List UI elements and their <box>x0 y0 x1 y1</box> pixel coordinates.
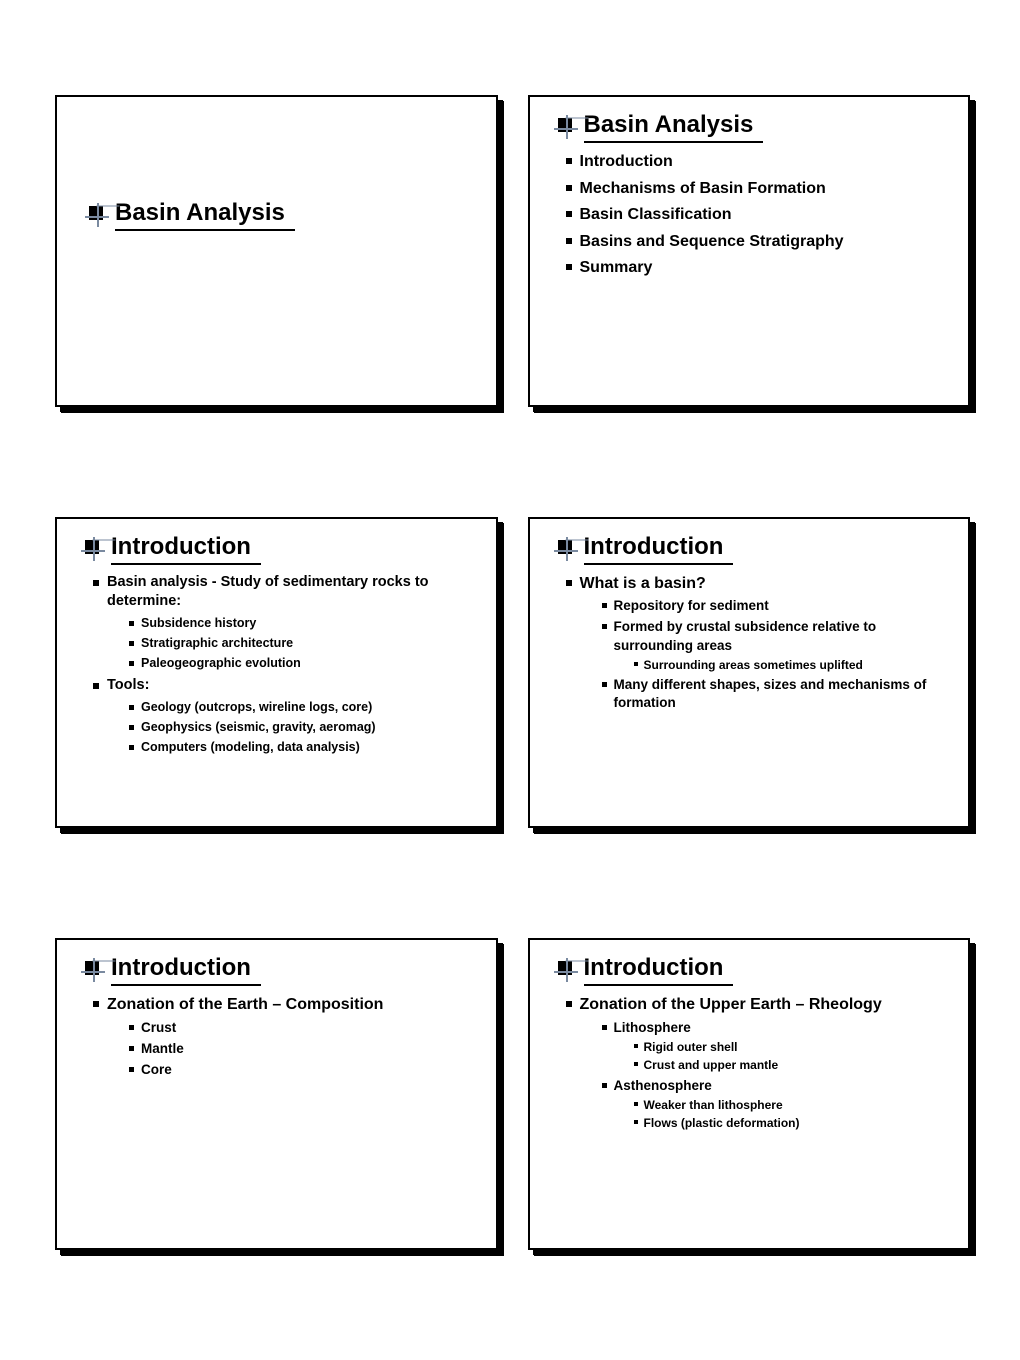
bullet-list: Zonation of the Upper Earth – Rheology L… <box>546 994 953 1131</box>
bullet-text: What is a basin? <box>580 575 706 592</box>
sub-item: Geology (outcrops, wireline logs, core) <box>129 699 480 716</box>
bullet-text: Tools: <box>107 677 149 693</box>
bullet-item: Basins and Sequence Stratigraphy <box>566 231 953 253</box>
bullet-list: Zonation of the Earth – Composition Crus… <box>73 994 480 1079</box>
slide-title-wrap: Introduction <box>556 954 953 986</box>
slide-3: Introduction Basin analysis - Study of s… <box>55 517 498 829</box>
slide-1: Basin Analysis <box>55 95 498 407</box>
sub-item: Formed by crustal subsidence relative to… <box>602 618 953 673</box>
slide-title-wrap: Introduction <box>556 533 953 565</box>
handout-page: Basin Analysis Basin Analysis Introducti… <box>0 0 1020 1360</box>
bullet-text: Zonation of the Earth – Composition <box>107 996 383 1013</box>
sub-item: Lithosphere Rigid outer shell Crust and … <box>602 1019 953 1074</box>
sub-list: Repository for sediment Formed by crusta… <box>580 597 953 712</box>
bullet-text: Basin analysis - Study of sedimentary ro… <box>107 574 429 610</box>
bullet-item: Introduction <box>566 151 953 173</box>
sub-item: Asthenosphere Weaker than lithosphere Fl… <box>602 1077 953 1132</box>
sub-sub-item: Flows (plastic deformation) <box>634 1115 953 1131</box>
sub-item: Repository for sediment <box>602 597 953 615</box>
sub-item: Crust <box>129 1019 480 1037</box>
sub-item: Subsidence history <box>129 615 480 632</box>
slide-4: Introduction What is a basin? Repository… <box>528 517 971 829</box>
sub-item: Geophysics (seismic, gravity, aeromag) <box>129 719 480 736</box>
slide-title: Introduction <box>111 954 261 986</box>
sub-list: Crust Mantle Core <box>107 1019 480 1080</box>
slide-title-wrap: Basin Analysis <box>87 199 480 231</box>
sub-sub-item: Crust and upper mantle <box>634 1057 953 1073</box>
bullet-item: Tools: Geology (outcrops, wireline logs,… <box>93 676 480 755</box>
bullet-item: Mechanisms of Basin Formation <box>566 178 953 200</box>
bullet-list: What is a basin? Repository for sediment… <box>546 573 953 713</box>
bullet-item: Summary <box>566 257 953 279</box>
bullet-list: Basin analysis - Study of sedimentary ro… <box>73 573 480 756</box>
slide-6: Introduction Zonation of the Upper Earth… <box>528 938 971 1250</box>
slide-title-wrap: Basin Analysis <box>556 111 953 143</box>
slide-2: Basin Analysis Introduction Mechanisms o… <box>528 95 971 407</box>
bullet-item: Zonation of the Earth – Composition Crus… <box>93 994 480 1079</box>
slide-title-wrap: Introduction <box>83 954 480 986</box>
sub-item: Paleogeographic evolution <box>129 655 480 672</box>
title-bullet-icon <box>556 538 578 560</box>
bullet-item: Zonation of the Upper Earth – Rheology L… <box>566 994 953 1131</box>
bullet-text: Zonation of the Upper Earth – Rheology <box>580 996 882 1013</box>
sub-sub-item: Surrounding areas sometimes uplifted <box>634 657 953 673</box>
title-bullet-icon <box>83 959 105 981</box>
sub-text: Lithosphere <box>614 1020 691 1035</box>
sub-item: Stratigraphic architecture <box>129 635 480 652</box>
bullet-item: Basin analysis - Study of sedimentary ro… <box>93 573 480 672</box>
title-bullet-icon <box>556 959 578 981</box>
sub-sub-item: Weaker than lithosphere <box>634 1097 953 1113</box>
sub-item: Computers (modeling, data analysis) <box>129 739 480 756</box>
sub-item: Mantle <box>129 1040 480 1058</box>
title-bullet-icon <box>83 538 105 560</box>
title-bullet-icon <box>556 116 578 138</box>
bullet-item: Basin Classification <box>566 204 953 226</box>
slide-title: Introduction <box>111 533 261 565</box>
sub-sub-list: Surrounding areas sometimes uplifted <box>614 657 953 673</box>
sub-text: Formed by crustal subsidence relative to… <box>614 619 877 652</box>
sub-list: Subsidence history Stratigraphic archite… <box>107 615 480 672</box>
slide-title: Introduction <box>584 954 734 986</box>
bullet-list: Introduction Mechanisms of Basin Formati… <box>546 151 953 279</box>
slide-5: Introduction Zonation of the Earth – Com… <box>55 938 498 1250</box>
sub-list: Lithosphere Rigid outer shell Crust and … <box>580 1019 953 1131</box>
bullet-item: What is a basin? Repository for sediment… <box>566 573 953 713</box>
slide-title: Introduction <box>584 533 734 565</box>
slide-title: Basin Analysis <box>115 199 295 231</box>
sub-sub-list: Rigid outer shell Crust and upper mantle <box>614 1039 953 1073</box>
sub-item: Many different shapes, sizes and mechani… <box>602 676 953 712</box>
sub-list: Geology (outcrops, wireline logs, core) … <box>107 699 480 756</box>
sub-sub-item: Rigid outer shell <box>634 1039 953 1055</box>
slide-title-wrap: Introduction <box>83 533 480 565</box>
sub-item: Core <box>129 1061 480 1079</box>
sub-text: Asthenosphere <box>614 1078 712 1093</box>
sub-sub-list: Weaker than lithosphere Flows (plastic d… <box>614 1097 953 1131</box>
slide-title: Basin Analysis <box>584 111 764 143</box>
title-bullet-icon <box>87 204 109 226</box>
